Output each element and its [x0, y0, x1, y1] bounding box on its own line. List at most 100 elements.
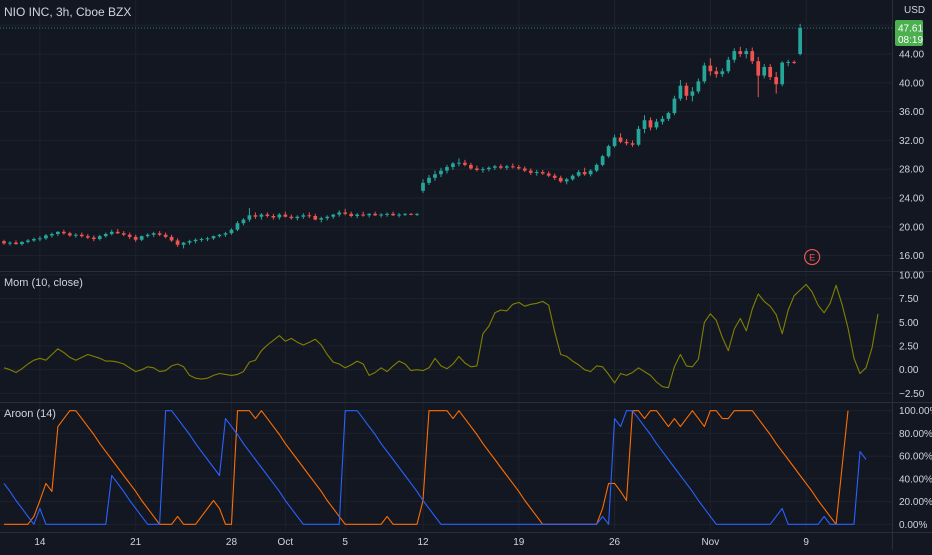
candle[interactable] [223, 231, 228, 237]
candle[interactable] [457, 158, 461, 167]
candle[interactable] [38, 236, 42, 242]
candle[interactable] [648, 117, 653, 131]
candle[interactable] [73, 233, 78, 238]
candle[interactable] [241, 218, 246, 226]
candle[interactable] [642, 115, 647, 134]
candle[interactable] [600, 154, 605, 167]
candle[interactable] [720, 68, 725, 78]
currency-label[interactable]: USD [904, 5, 926, 16]
candle[interactable] [588, 169, 593, 177]
momentum-line[interactable] [3, 283, 879, 389]
candle[interactable] [409, 213, 413, 216]
candle[interactable] [91, 235, 96, 242]
candle[interactable] [355, 213, 360, 219]
candle[interactable] [636, 126, 641, 147]
candle[interactable] [738, 46, 743, 57]
aroon-panel[interactable] [3, 410, 867, 525]
candle[interactable] [439, 167, 443, 178]
candle[interactable] [666, 111, 671, 121]
candle[interactable] [373, 211, 377, 216]
candle[interactable] [367, 213, 372, 218]
candle[interactable] [582, 167, 587, 176]
candle[interactable] [127, 232, 132, 240]
candle[interactable] [714, 66, 719, 78]
candle[interactable] [331, 213, 336, 219]
candle[interactable] [20, 241, 24, 246]
candle[interactable] [415, 213, 419, 216]
candle[interactable] [56, 231, 60, 237]
candle[interactable] [283, 211, 288, 218]
candle[interactable] [211, 235, 216, 240]
candle[interactable] [702, 62, 707, 84]
candle[interactable] [762, 64, 767, 79]
candle[interactable] [391, 211, 395, 216]
candle[interactable] [403, 213, 407, 216]
earnings-marker[interactable]: E [804, 248, 821, 266]
candle[interactable] [307, 212, 312, 219]
candle[interactable] [193, 238, 198, 244]
candle[interactable] [2, 239, 6, 245]
candle[interactable] [576, 169, 581, 178]
candle[interactable] [157, 231, 162, 237]
candle[interactable] [768, 64, 773, 80]
candle[interactable] [349, 211, 354, 218]
candle[interactable] [325, 215, 330, 221]
candle[interactable] [253, 212, 258, 219]
candle[interactable] [205, 236, 210, 242]
candle[interactable] [798, 23, 802, 56]
price-axis[interactable]: 44.00 40.00 36.00 32.00 28.00 24.00 20.00 16.00… [899, 50, 932, 531]
candle[interactable] [97, 234, 102, 241]
candle[interactable] [145, 233, 150, 238]
candle[interactable] [606, 144, 611, 158]
candle[interactable] [546, 171, 551, 178]
candle[interactable] [732, 48, 737, 63]
candle[interactable] [780, 61, 785, 87]
candle[interactable] [44, 234, 48, 240]
candle[interactable] [385, 212, 389, 217]
candle[interactable] [469, 162, 473, 170]
candle[interactable] [121, 231, 126, 237]
candle[interactable] [492, 164, 497, 170]
candle[interactable] [475, 165, 479, 172]
candle[interactable] [481, 167, 485, 173]
candle[interactable] [277, 213, 282, 220]
candle[interactable] [594, 163, 599, 173]
candle[interactable] [696, 78, 701, 94]
candle[interactable] [247, 208, 252, 222]
candle[interactable] [726, 56, 731, 74]
candle[interactable] [451, 162, 455, 170]
candle[interactable] [534, 169, 539, 176]
candle[interactable] [79, 232, 84, 238]
candle[interactable] [301, 213, 306, 219]
candle[interactable] [564, 177, 569, 185]
symbol-title[interactable]: NIO INC, 3h, Cboe BZX [4, 5, 132, 19]
candle[interactable] [487, 166, 491, 172]
candle[interactable] [289, 214, 294, 220]
candle[interactable] [792, 60, 797, 65]
aroon-down-line[interactable] [3, 410, 867, 525]
candle[interactable] [271, 213, 276, 220]
candle[interactable] [265, 212, 270, 218]
candle[interactable] [516, 164, 521, 170]
candle[interactable] [50, 232, 54, 238]
candle[interactable] [169, 234, 174, 242]
candle[interactable] [151, 231, 156, 237]
candle[interactable] [85, 234, 90, 240]
candle[interactable] [14, 240, 18, 245]
candle[interactable] [690, 87, 695, 102]
candle[interactable] [624, 138, 629, 146]
candle[interactable] [343, 208, 348, 216]
candle[interactable] [361, 211, 366, 217]
momentum-panel[interactable] [3, 283, 879, 389]
candle[interactable] [654, 118, 659, 130]
candle[interactable] [235, 221, 240, 232]
candle[interactable] [786, 59, 791, 67]
candle[interactable] [618, 133, 623, 144]
candle[interactable] [115, 228, 120, 234]
candle[interactable] [744, 48, 749, 59]
candle[interactable] [109, 229, 114, 236]
candle[interactable] [630, 140, 635, 147]
aroon-title[interactable]: Aroon (14) [4, 408, 56, 420]
